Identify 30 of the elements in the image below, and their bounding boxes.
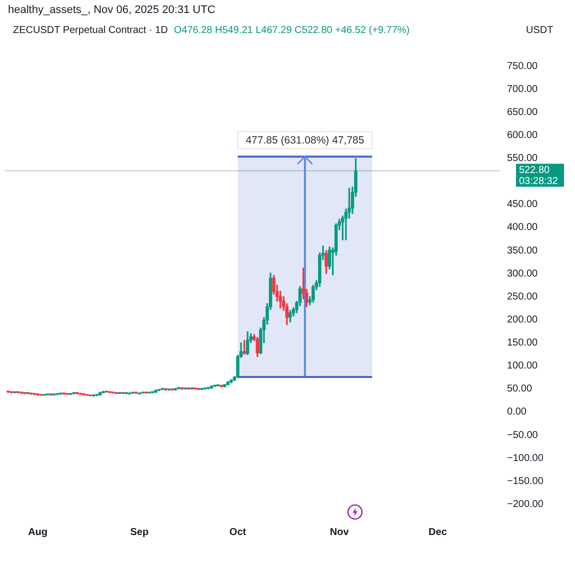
y-tick-label: −50.00 (507, 430, 538, 441)
y-tick-label: 350.00 (507, 245, 538, 256)
y-tick-label: 100.00 (507, 360, 538, 372)
y-tick-label: −200.00 (507, 498, 544, 510)
ref-line-label: 522.80 03:28:32 (519, 165, 558, 188)
y-tick-label: 0.00 (507, 406, 527, 418)
y-tick-label: 550.00 (507, 153, 538, 164)
text: O476.28 H549.21 L467.29 C522.80 +46.52 (+9.77%) (174, 25, 410, 36)
x-tick-label: Aug (28, 526, 48, 538)
y-tick-label: −150.00 (507, 476, 544, 487)
y-tick-label: 600.00 (507, 130, 538, 141)
x-tick-label: Nov (330, 526, 350, 538)
y-tick-label: 200.00 (507, 314, 538, 326)
y-tick-label: 50.00 (507, 384, 532, 395)
x-tick-label: Dec (428, 526, 448, 538)
chart-subtitle: healthy_assets_, Nov 06, 2025 20:31 UTC (8, 4, 216, 16)
y-tick-label: 750.00 (507, 60, 538, 72)
x-tick-label: Oct (229, 526, 247, 538)
chart-title: ZECUSDT Perpetual Contract · 1D (13, 25, 168, 36)
y-tick-label: 650.00 (507, 106, 538, 118)
y-tick-label: 400.00 (507, 222, 538, 234)
y-tick-label: 150.00 (507, 338, 538, 349)
y-tick-label: 250.00 (507, 291, 538, 302)
y-axis-title: USDT (526, 25, 554, 36)
y-tick-label: −100.00 (507, 452, 544, 464)
x-tick-label: Sep (130, 526, 149, 538)
y-tick-label: 450.00 (507, 199, 538, 210)
y-tick-label: 300.00 (507, 268, 538, 280)
y-tick-label: 700.00 (507, 84, 538, 95)
annotation: 477.85 (631.08%) 47,785 (246, 134, 364, 146)
